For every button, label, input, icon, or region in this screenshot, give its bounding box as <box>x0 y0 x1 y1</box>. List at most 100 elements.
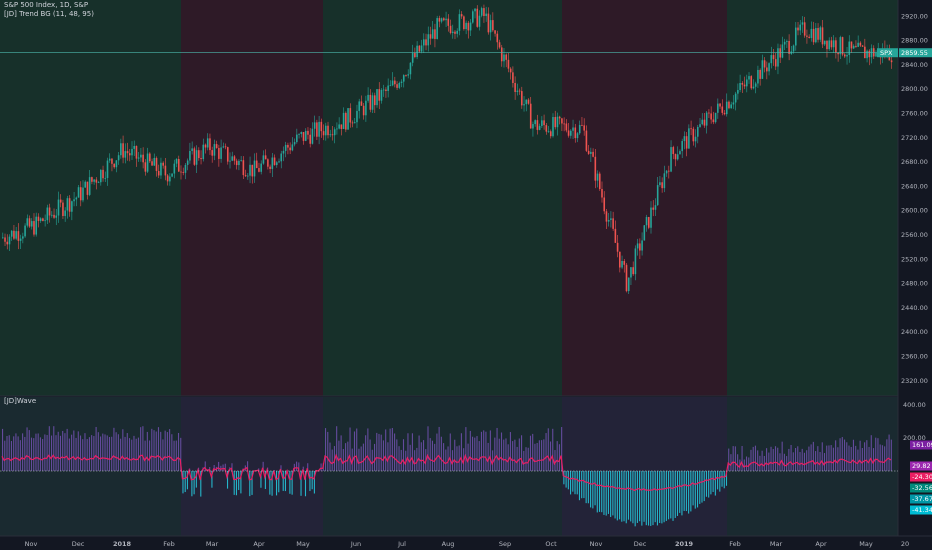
wave-bar <box>567 471 569 490</box>
candle-body <box>679 151 681 155</box>
candle-body <box>316 122 318 137</box>
candle-body <box>521 91 523 106</box>
candle-body <box>4 237 6 242</box>
candle <box>612 211 614 231</box>
wave-bar <box>676 471 679 516</box>
wave-bar <box>436 433 438 471</box>
wave-bar <box>645 471 647 526</box>
wave-bar <box>51 435 53 471</box>
wave-bar <box>258 468 260 471</box>
candle-body <box>507 59 510 69</box>
candle-body <box>759 69 761 79</box>
candle-body <box>770 55 773 64</box>
time-tick-label: Dec <box>634 540 647 548</box>
candle-body <box>293 142 296 145</box>
wave-bar <box>233 471 235 495</box>
candle-body <box>258 168 260 172</box>
candle <box>122 135 124 164</box>
wave-bar <box>839 438 841 471</box>
candle-body <box>596 173 599 181</box>
candle <box>750 75 753 90</box>
candle-body <box>311 128 314 144</box>
candle <box>443 17 445 22</box>
candle <box>215 140 218 149</box>
candle-body <box>774 59 777 67</box>
candle <box>349 103 352 128</box>
wave-bar <box>454 439 456 471</box>
candle <box>142 147 144 169</box>
candle-body <box>636 243 639 249</box>
price-axis[interactable]: 2920.00 2880.00 2840.00 2800.00 2760.00 2720.… <box>901 12 928 385</box>
candle <box>402 74 405 88</box>
candle <box>681 138 683 158</box>
time-tick-label: Mar <box>206 540 219 548</box>
wave-bar <box>826 445 828 471</box>
candle <box>583 118 585 136</box>
candle <box>418 45 421 53</box>
candle <box>839 35 842 60</box>
candle <box>336 122 338 135</box>
candle <box>169 173 171 186</box>
indicator-title[interactable]: [JD] Trend BG (11, 48, 95) <box>4 10 94 18</box>
candle-body <box>213 144 216 156</box>
time-tick-label: Sep <box>499 540 511 548</box>
wave-bar <box>855 445 857 471</box>
candle <box>287 142 289 155</box>
candle-body <box>193 148 196 165</box>
candle-body <box>556 116 559 128</box>
wave-bar <box>850 447 852 471</box>
candle-body <box>438 18 441 22</box>
candle <box>670 140 672 173</box>
wave-bar <box>222 464 224 471</box>
candle-body <box>737 90 739 94</box>
wave-bar <box>627 471 630 520</box>
candle-body <box>53 214 55 218</box>
candle-body <box>721 106 724 113</box>
wave-bar <box>643 471 645 522</box>
candle <box>126 142 129 161</box>
time-axis[interactable]: Nov Dec 2018 Feb Mar Apr May Jun Jul Aug Sep Oct Nov… <box>25 540 909 548</box>
candle-body <box>529 103 532 129</box>
price-tick-label: 2680.00 <box>901 158 928 166</box>
symbol-title[interactable]: S&P 500 Index, 1D, S&P <box>4 1 88 9</box>
candle <box>570 129 572 139</box>
candle-body <box>536 120 539 130</box>
candle-body <box>275 162 278 166</box>
wave-bar <box>492 450 494 471</box>
wave-bar <box>329 442 331 471</box>
candle <box>309 128 311 148</box>
candle-body <box>496 33 499 43</box>
wave-signal-line <box>1 453 892 492</box>
candle <box>521 86 523 109</box>
candle <box>868 49 871 66</box>
candle-body <box>730 104 732 109</box>
candle-body <box>244 175 247 177</box>
candle <box>66 195 69 219</box>
candle <box>149 152 151 163</box>
candle-body <box>242 160 245 176</box>
candle-body <box>454 31 456 34</box>
candle <box>821 20 824 49</box>
wave-bar <box>30 437 33 471</box>
candle-body <box>247 175 249 177</box>
candle <box>487 7 490 35</box>
candle-body <box>376 89 378 106</box>
candle-body <box>864 46 866 59</box>
candle <box>792 44 795 54</box>
candle <box>222 142 225 149</box>
candle <box>449 19 452 35</box>
candle <box>155 156 158 177</box>
wave-bar <box>184 471 186 493</box>
candle <box>13 225 15 241</box>
wave-bar <box>859 440 861 471</box>
candle-body <box>850 41 853 49</box>
wave-bar <box>460 433 462 471</box>
candle-body <box>140 154 142 158</box>
wave-bar <box>634 471 636 527</box>
candle-body <box>229 160 231 162</box>
candle-body <box>396 84 398 88</box>
lower-indicator-title[interactable]: [JD]Wave <box>4 397 36 405</box>
candle-body <box>387 85 389 91</box>
